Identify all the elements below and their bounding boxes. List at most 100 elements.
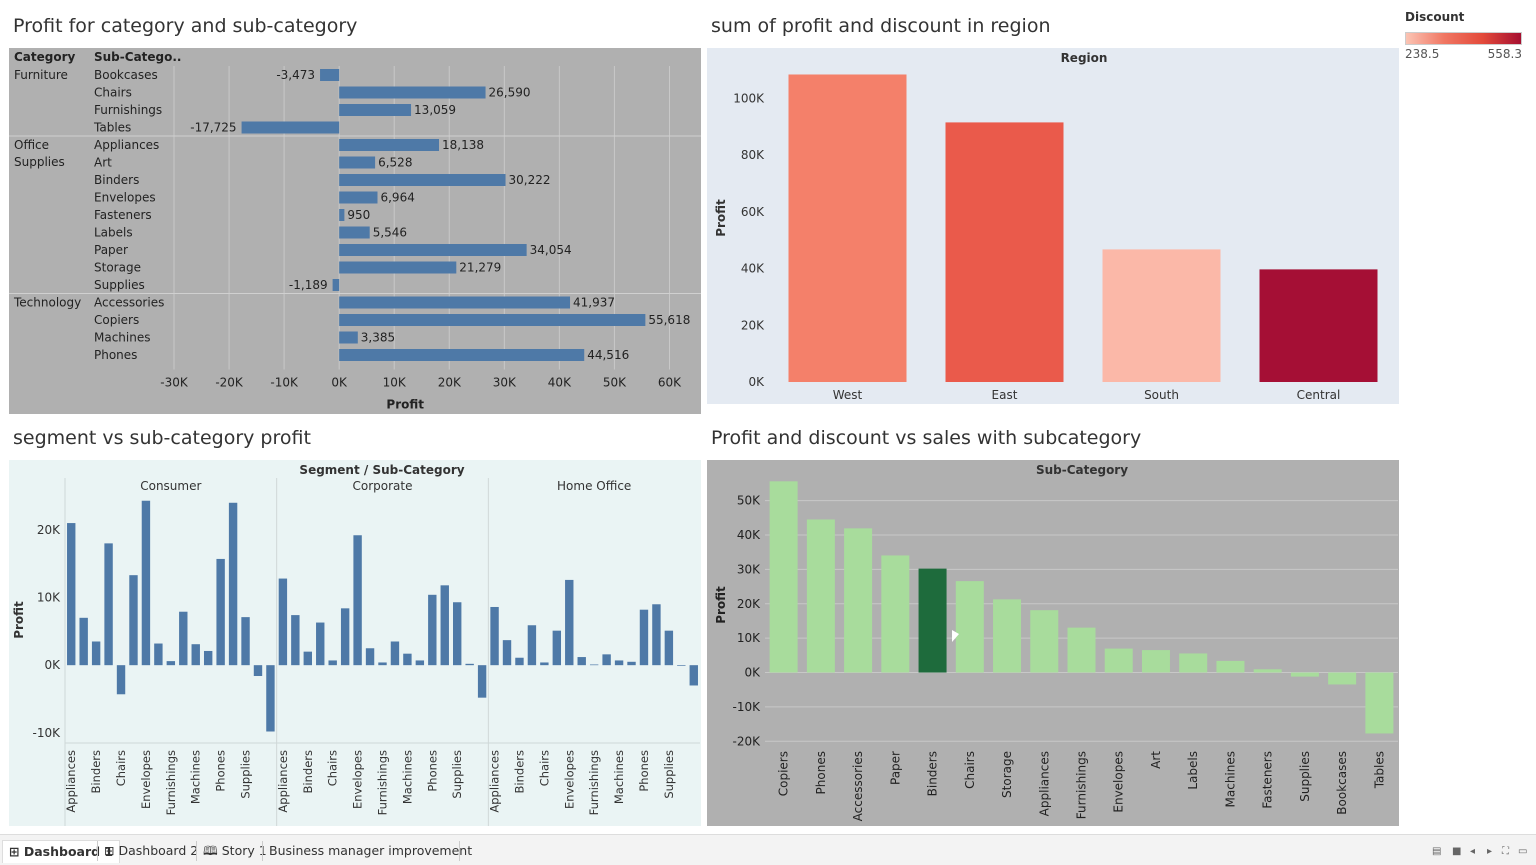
- bar-value-label: 950: [347, 208, 370, 222]
- bar-value-label: 55,618: [648, 313, 690, 327]
- tabs-icon[interactable]: ■: [1452, 846, 1462, 857]
- tab-label: Dashboard 1: [23, 844, 114, 859]
- x-subcategory-label: Binders: [301, 750, 315, 793]
- subcategory-label: Envelopes: [94, 191, 156, 205]
- segment-header: Home Office: [557, 479, 631, 493]
- x-category-label: Fasteners: [1261, 751, 1275, 809]
- bar: [1179, 653, 1208, 673]
- x-category-label: Accessories: [851, 751, 865, 821]
- x-category-label: Bookcases: [1335, 751, 1349, 815]
- row-header-category: Category: [14, 50, 76, 64]
- bar: [339, 261, 457, 274]
- x-category-label: South: [1144, 388, 1179, 402]
- y-tick-label: 10K: [37, 591, 61, 605]
- y-tick-label: -10K: [33, 726, 62, 740]
- sheet-title-segment-profit: segment vs sub-category profit: [13, 427, 311, 449]
- x-category-label: Machines: [1223, 751, 1237, 807]
- bar-value-label: 30,222: [509, 173, 551, 187]
- x-subcategory-label: Furnishings: [164, 750, 178, 815]
- segment-header: Corporate: [353, 479, 413, 493]
- discount-legend[interactable]: Discount 238.5 558.3: [1405, 10, 1525, 61]
- bar: [552, 630, 562, 666]
- x-category-label: Central: [1297, 388, 1341, 402]
- bar: [316, 622, 325, 666]
- next-sheet-icon[interactable]: ▸: [1487, 846, 1493, 857]
- bar-value-label: -17,725: [190, 121, 236, 135]
- bar: [577, 657, 586, 666]
- category-label: Technology: [13, 296, 81, 310]
- tab-dashboard-1[interactable]: ⊞ Dashboard 1: [2, 840, 121, 863]
- x-tick-label: 20K: [438, 376, 462, 390]
- x-tick-label: 30K: [493, 376, 517, 390]
- bar: [945, 122, 1064, 382]
- bar: [689, 665, 698, 686]
- column-header: Sub-Category: [1036, 463, 1128, 477]
- tab-dashboard-2[interactable]: ⊞ Dashboard 2: [98, 840, 204, 862]
- subcategory-label: Tables: [93, 121, 131, 135]
- subcategory-label: Appliances: [94, 138, 159, 152]
- x-subcategory-label: Chairs: [537, 750, 551, 786]
- x-category-label: West: [833, 388, 863, 402]
- bar: [652, 604, 661, 666]
- bar: [440, 585, 449, 666]
- bar: [527, 625, 537, 666]
- bar: [390, 641, 400, 666]
- bar: [104, 543, 113, 666]
- legend-color-ramp: [1405, 32, 1522, 45]
- x-category-label: Furnishings: [1075, 751, 1089, 819]
- x-category-label: East: [992, 388, 1018, 402]
- bar: [565, 579, 574, 666]
- segment-profit-chart[interactable]: Segment / Sub-Category -10K 0K 10K 20K Profit…: [9, 460, 701, 826]
- filmstrip-icon[interactable]: ▤: [1432, 846, 1442, 857]
- category-profit-chart[interactable]: Category Sub-Catego.. -30K -20K -10K 0K 10K 20K…: [9, 48, 701, 414]
- column-header: Region: [1061, 51, 1108, 65]
- bar: [1030, 610, 1059, 673]
- x-subcategory-label: Binders: [89, 750, 103, 793]
- x-category-label: Envelopes: [1112, 751, 1126, 813]
- x-subcategory-label: Machines: [189, 750, 203, 804]
- bar: [1328, 672, 1357, 685]
- x-subcategory-label: Envelopes: [139, 750, 153, 809]
- fullscreen-icon[interactable]: ⛶: [1502, 846, 1509, 857]
- bar: [339, 86, 486, 99]
- sheet-title-region-profit: sum of profit and discount in region: [711, 15, 1051, 37]
- bar: [203, 650, 213, 666]
- tab-business-manager[interactable]: Business manager improvement: [263, 840, 478, 862]
- category-label: Supplies: [14, 155, 65, 169]
- bar-value-label: 21,279: [459, 261, 501, 275]
- bar: [320, 69, 340, 81]
- y-tick-label: 0K: [748, 375, 765, 389]
- bar-value-label: 41,937: [573, 296, 615, 310]
- subcategory-profit-chart[interactable]: Sub-Category -20K -10K 0K 10K 20K 30K 40K 50K Pro…: [707, 460, 1399, 826]
- bar: [91, 641, 101, 666]
- y-tick-label: 20K: [37, 523, 61, 537]
- bar: [228, 502, 238, 666]
- subcategory-label: Supplies: [94, 278, 145, 292]
- legend-title: Discount: [1405, 10, 1465, 24]
- x-category-label: Art: [1149, 751, 1163, 769]
- bar-value-label: 6,528: [378, 156, 412, 170]
- region-profit-chart[interactable]: Region 0K 20K 40K 60K 80K 100K Profit West East So…: [707, 48, 1399, 404]
- bar: [340, 608, 350, 666]
- x-tick-label: 40K: [548, 376, 572, 390]
- bar: [166, 661, 176, 666]
- x-tick-label: -30K: [160, 376, 189, 390]
- bar: [465, 663, 474, 666]
- x-subcategory-label: Phones: [425, 750, 439, 792]
- x-subcategory-label: Furnishings: [587, 750, 601, 815]
- tab-story-1[interactable]: 🕮 Story 1: [197, 840, 273, 862]
- bar: [378, 662, 387, 666]
- y-tick-label: 10K: [737, 631, 761, 645]
- present-icon[interactable]: ▭: [1518, 846, 1528, 857]
- bar-value-label: -3,473: [276, 68, 315, 82]
- y-tick-label: 20K: [741, 318, 765, 332]
- subcategory-label: Storage: [94, 261, 141, 275]
- y-axis-label: Profit: [12, 601, 26, 639]
- bar: [291, 615, 300, 666]
- first-sheet-icon[interactable]: ◂: [1470, 846, 1476, 857]
- bar: [769, 481, 798, 673]
- bar: [1141, 650, 1170, 673]
- bar: [1067, 627, 1096, 673]
- bar: [154, 643, 163, 666]
- subcategory-label: Chairs: [94, 86, 132, 100]
